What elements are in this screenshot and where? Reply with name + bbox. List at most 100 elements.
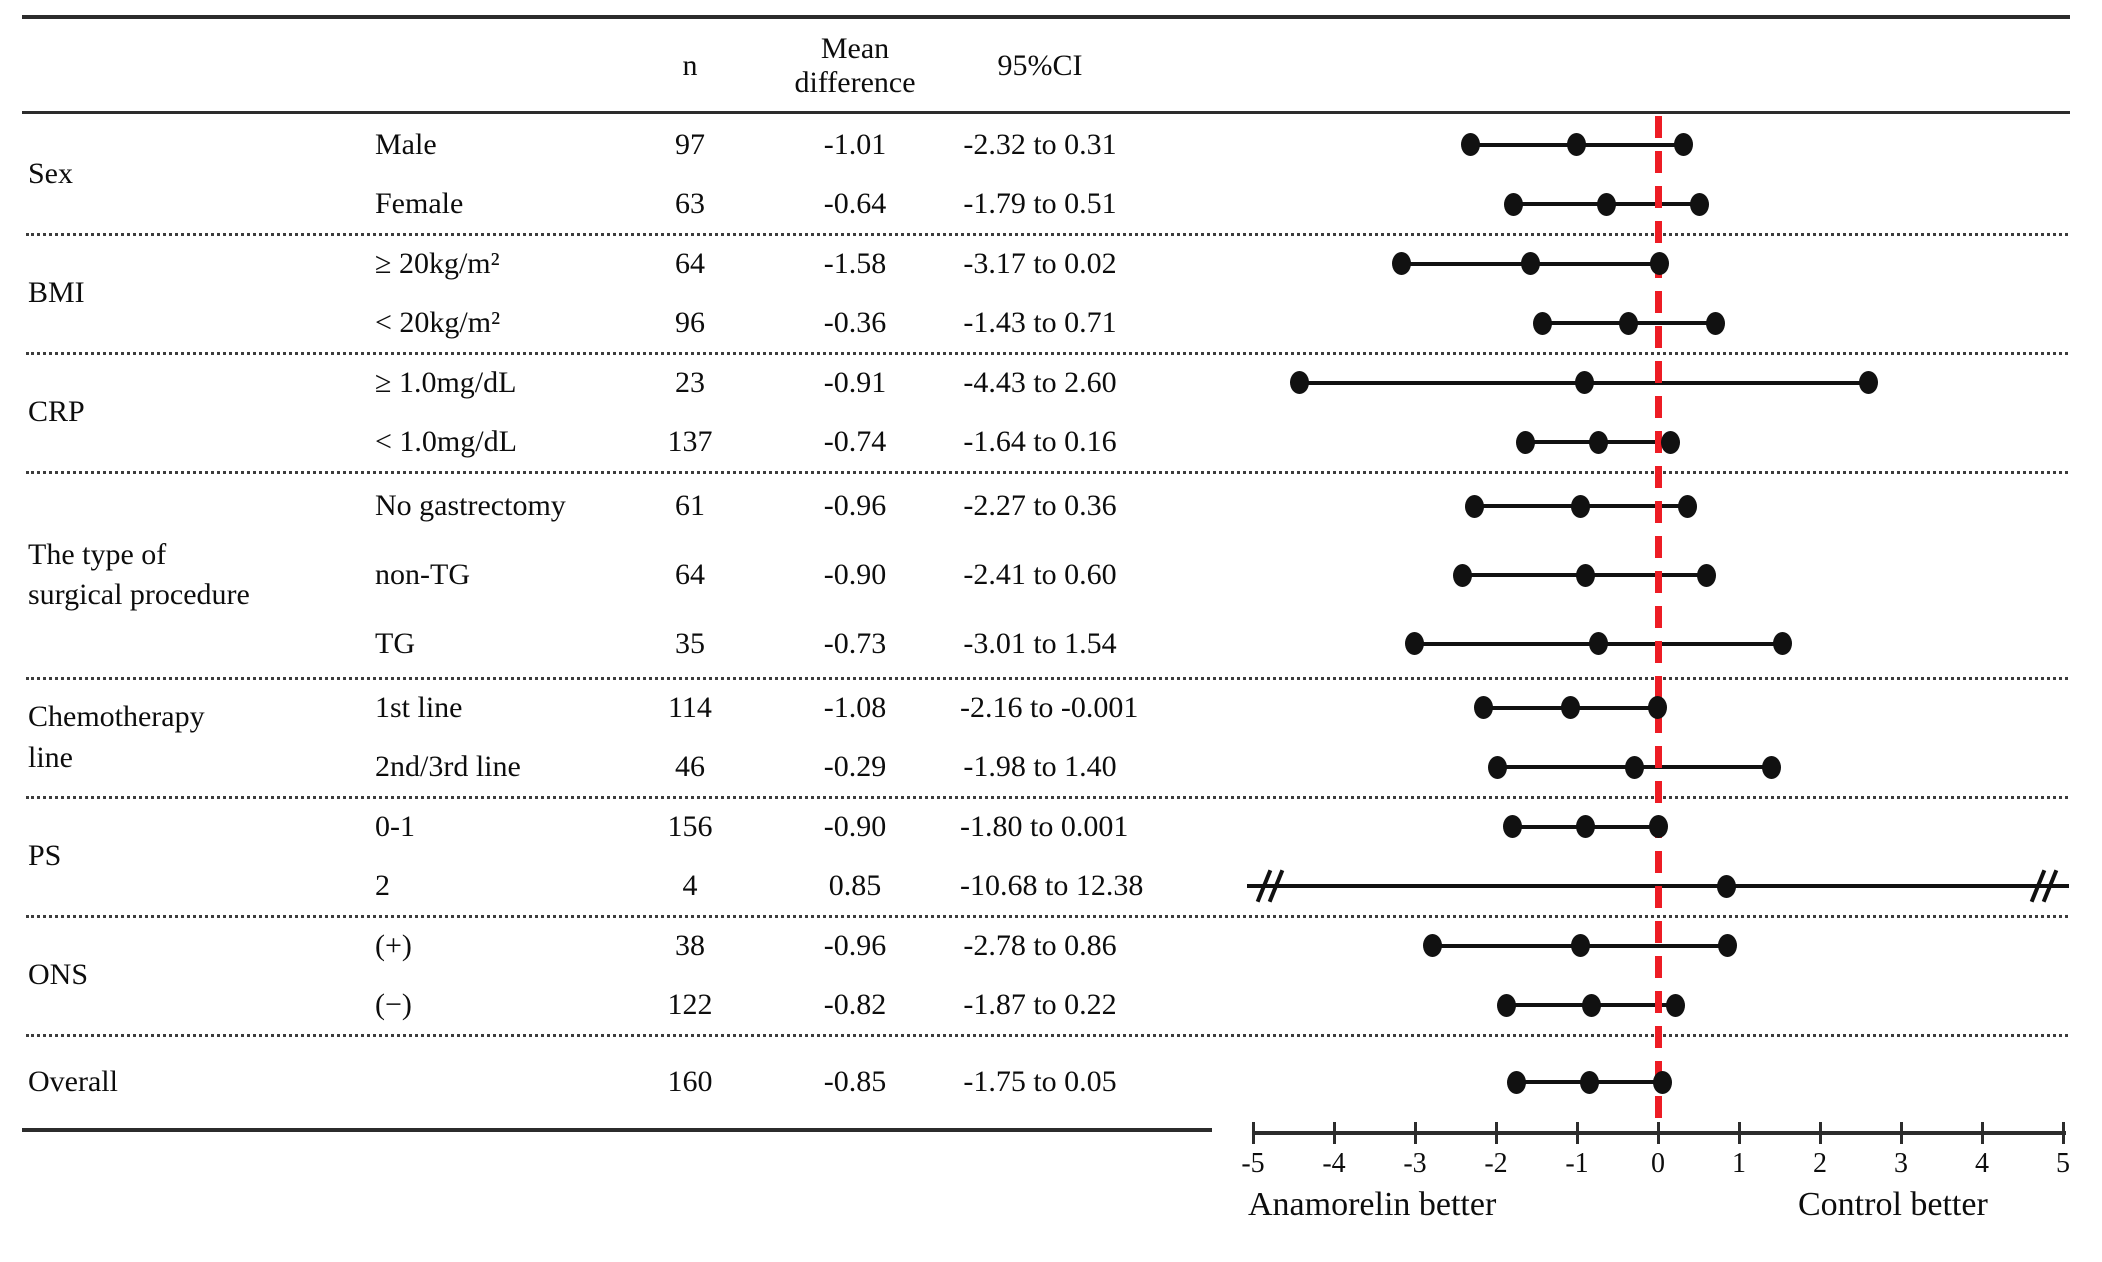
n-value: 23 bbox=[675, 365, 705, 399]
mean-difference-value: -0.85 bbox=[823, 1065, 887, 1098]
subgroup-label: < 20kg/m² bbox=[375, 306, 501, 340]
subgroup-label: ≥ 20kg/m² bbox=[375, 246, 500, 280]
ci-end-dot bbox=[1506, 1070, 1526, 1094]
ci-end-dot bbox=[1677, 494, 1697, 518]
ci-value: -1.87 to 0.22 bbox=[963, 988, 1117, 1022]
ci-end-dot bbox=[1289, 371, 1309, 395]
group-label: Overall bbox=[28, 1064, 118, 1098]
n-value: 156 bbox=[667, 809, 713, 843]
ci-plot-cell bbox=[1120, 234, 2102, 294]
subgroup-section: Sex Male 97 -1.01 -2.32 to 0.31 Female 63 -0.64… bbox=[0, 115, 2102, 236]
mean-difference-value: -1.08 bbox=[823, 690, 887, 724]
ci-end-dot bbox=[1666, 993, 1686, 1017]
group-label: ONS bbox=[28, 958, 89, 992]
axis-tick-label: 0 bbox=[1651, 1148, 1665, 1179]
mean-difference-value: -0.64 bbox=[823, 187, 887, 221]
table-row: (+) 38 -0.96 -2.78 to 0.86 bbox=[345, 916, 2102, 976]
ci-end-dot bbox=[1502, 815, 1522, 839]
ci-value: -10.68 to 12.38 bbox=[960, 869, 1144, 903]
table-row: < 1.0mg/dL 137 -0.74 -1.64 to 0.16 bbox=[345, 413, 2102, 473]
subgroup-rows: 1st line 114 -1.08 -2.16 to -0.001 2nd/3rd l… bbox=[345, 678, 2102, 797]
n-value: 122 bbox=[667, 988, 713, 1022]
mean-dot bbox=[1582, 993, 1602, 1017]
mean-difference-value: -1.01 bbox=[823, 127, 887, 161]
ci-plot-cell bbox=[1120, 353, 2102, 413]
ci-end-dot bbox=[1460, 133, 1480, 157]
subgroup-label: (−) bbox=[375, 988, 412, 1022]
axis-label-anamorelin-better: Anamorelin better bbox=[1248, 1186, 1497, 1223]
ci-end-dot bbox=[1761, 755, 1781, 779]
table-row: 1st line 114 -1.08 -2.16 to -0.001 bbox=[345, 678, 2102, 738]
ci-value: -4.43 to 2.60 bbox=[963, 365, 1117, 399]
column-headers: n Mean difference 95%CI bbox=[0, 22, 2102, 110]
table-row: Male 97 -1.01 -2.32 to 0.31 bbox=[345, 115, 2102, 175]
n-value: 63 bbox=[675, 187, 705, 221]
ci-plot-cell bbox=[1120, 294, 2102, 354]
axis-tick-label: 1 bbox=[1732, 1148, 1746, 1179]
ci-end-dot bbox=[1859, 371, 1879, 395]
axis-tick-label: -1 bbox=[1565, 1148, 1589, 1179]
mean-dot bbox=[1574, 371, 1594, 395]
column-header-ci: 95%CI bbox=[997, 49, 1083, 82]
ci-value: -1.64 to 0.16 bbox=[963, 425, 1117, 459]
n-value: 160 bbox=[667, 1065, 713, 1098]
n-value: 35 bbox=[675, 626, 705, 660]
axis-tick-label: -4 bbox=[1322, 1148, 1346, 1179]
top-border-line bbox=[22, 15, 2070, 19]
ci-end-dot bbox=[1697, 563, 1717, 587]
mean-difference-value: -0.90 bbox=[823, 558, 887, 591]
subgroup-label: 0-1 bbox=[375, 809, 415, 843]
n-value: 46 bbox=[675, 750, 705, 784]
ci-value: -1.79 to 0.51 bbox=[963, 187, 1117, 221]
ci-plot-cell bbox=[1120, 678, 2102, 738]
ci-end-dot bbox=[1473, 696, 1493, 720]
ci-plot-cell bbox=[1120, 413, 2102, 473]
mean-dot bbox=[1717, 874, 1737, 898]
table-row: 0-1 156 -0.90 -1.80 to 0.001 bbox=[345, 797, 2102, 857]
subgroup-rows: (+) 38 -0.96 -2.78 to 0.86 (−) 122 -0.82 -1.87 … bbox=[345, 916, 2102, 1035]
ci-plot-cell bbox=[1120, 857, 2102, 917]
axis-tick-label: -2 bbox=[1484, 1148, 1508, 1179]
axis-tick-label: 4 bbox=[1975, 1148, 1989, 1179]
ci-value: -1.98 to 1.40 bbox=[963, 750, 1117, 784]
ci-end-dot bbox=[1648, 815, 1668, 839]
group-label: Sex bbox=[28, 157, 73, 191]
table-row: 2nd/3rd line 46 -0.29 -1.98 to 1.40 bbox=[345, 738, 2102, 798]
ci-end-dot bbox=[1497, 993, 1517, 1017]
ci-line bbox=[1247, 884, 2069, 889]
ci-end-dot bbox=[1464, 494, 1484, 518]
n-value: 97 bbox=[675, 127, 705, 161]
n-value: 96 bbox=[675, 306, 705, 340]
subgroup-section: ONS (+) 38 -0.96 -2.78 to 0.86 (−) 122 -0.82 -1.… bbox=[0, 916, 2102, 1037]
subgroup-rows: ≥ 1.0mg/dL 23 -0.91 -4.43 to 2.60 < 1.0mg/dL… bbox=[345, 353, 2102, 472]
column-header-mean-difference: Mean difference bbox=[794, 31, 916, 100]
ci-plot-cell bbox=[1120, 609, 2102, 678]
ci-value: -3.01 to 1.54 bbox=[963, 626, 1117, 660]
ci-value: -1.80 to 0.001 bbox=[960, 809, 1129, 843]
mean-difference-value: -0.82 bbox=[823, 988, 887, 1022]
ci-end-dot bbox=[1706, 311, 1725, 335]
table-row: non-TG 64 -0.90 -2.41 to 0.60 bbox=[345, 541, 2102, 610]
n-value: 38 bbox=[675, 928, 705, 962]
ci-plot-cell bbox=[1120, 797, 2102, 857]
mean-difference-value: -0.96 bbox=[823, 928, 887, 962]
axis-label-control-better: Control better bbox=[1798, 1186, 1988, 1223]
ci-value: -2.27 to 0.36 bbox=[963, 489, 1117, 523]
mean-dot bbox=[1589, 632, 1609, 656]
ci-end-dot bbox=[1648, 696, 1668, 720]
group-label: The type of surgical procedure bbox=[28, 537, 250, 612]
ci-value: -1.43 to 0.71 bbox=[963, 306, 1117, 340]
mean-dot bbox=[1561, 696, 1581, 720]
subgroup-section: BMI ≥ 20kg/m² 64 -1.58 -3.17 to 0.02 < 20kg/m… bbox=[0, 234, 2102, 355]
ci-end-dot bbox=[1652, 1070, 1672, 1094]
n-value: 114 bbox=[668, 690, 712, 724]
table-bottom-line bbox=[22, 1128, 1212, 1132]
ci-end-dot bbox=[1423, 934, 1443, 958]
mean-difference-value: -0.90 bbox=[823, 809, 887, 843]
mean-dot bbox=[1575, 563, 1595, 587]
subgroup-rows: ≥ 20kg/m² 64 -1.58 -3.17 to 0.02 < 20kg/m² 96… bbox=[345, 234, 2102, 353]
column-header-n: n bbox=[682, 49, 698, 82]
subgroup-rows: 0-1 156 -0.90 -1.80 to 0.001 2 4 0.85 -10.68 to… bbox=[345, 797, 2102, 916]
ci-plot-cell bbox=[1120, 916, 2102, 976]
